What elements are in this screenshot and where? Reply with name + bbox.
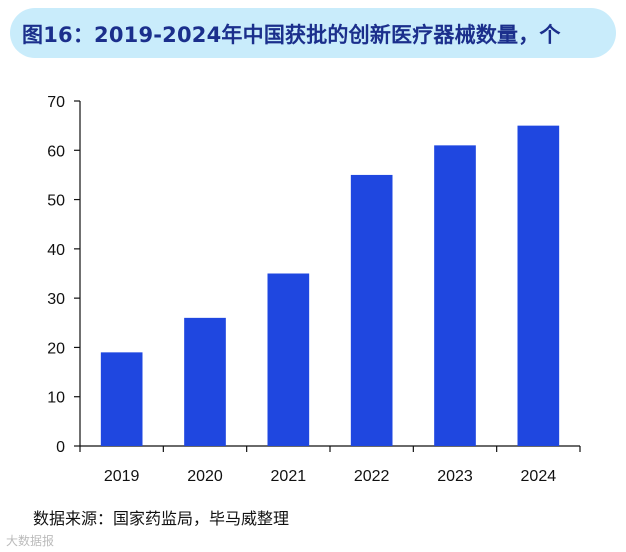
y-tick-label: 10 [47,390,65,407]
y-axis: 0 10 20 30 40 50 60 70 [47,94,81,456]
bar-chart: 0 10 20 30 40 50 60 70 2019 2020 2021 2022 2023 2024 [47,94,581,485]
y-tick-label: 0 [56,439,65,456]
y-tick-label: 30 [47,291,65,308]
bar-2020 [184,317,226,446]
x-tick-label: 2024 [521,468,557,485]
x-tick-label: 2022 [354,468,390,485]
bar-2024 [517,125,560,447]
bar-2019 [100,352,143,446]
source-note: 数据来源：国家药监局，毕马威整理 [33,509,290,528]
y-tick-label: 60 [47,143,65,160]
bar-2022 [350,174,393,446]
x-axis: 2019 2020 2021 2022 2023 2024 [79,445,581,485]
bar-2023 [434,145,476,446]
chart-title: 图16：2019-2024年中国获批的创新医疗器械数量，个 [22,23,561,47]
y-tick-label: 40 [47,242,65,259]
title-banner: 图16：2019-2024年中国获批的创新医疗器械数量，个 [10,8,616,58]
x-tick-label: 2023 [437,468,473,485]
x-tick-label: 2020 [187,468,223,485]
y-tick-label: 70 [47,94,65,111]
watermark-text: 大数据报 [6,534,55,548]
y-tick-label: 50 [47,193,65,210]
bar-2021 [267,273,310,446]
y-tick-label: 20 [47,340,65,357]
x-tick-label: 2021 [271,468,307,485]
x-tick-label: 2019 [104,468,140,485]
bars [100,125,560,447]
